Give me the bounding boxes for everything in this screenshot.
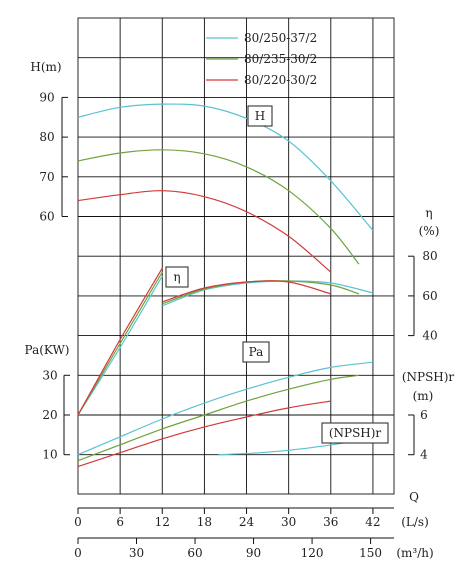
h-tick-label: 80 [39,130,54,144]
pa-axis-label: Pa(KW) [25,343,70,357]
npsh-tick-label: 4 [420,448,428,462]
legend-entry: 80/250-37/2 [244,31,317,45]
eta-axis-unit: (%) [419,224,440,238]
legend-entry: 80/235-30/2 [244,52,317,66]
labels: H(m)60708090Pa(KW)102030η(%)406080(NPSH)… [25,31,455,560]
eta-box-label: η [173,270,180,284]
curve-Pa-80/220-30/2 [77,400,331,468]
x-tick-label: 6 [116,515,124,529]
eta-box-label-box [165,266,189,288]
x2-tick-label: 60 [187,546,202,560]
x2-tick-label: 0 [74,546,82,560]
x2-tick-label: 150 [359,546,382,560]
pa-box-label-box [242,341,270,363]
h-axis-label: H(m) [30,60,61,74]
npsh-box-label: (NPSH)r [329,426,382,440]
curve-H-80/250-37/2 [77,103,374,231]
curve-Pa-80/250-37/2 [77,361,373,456]
npsh-axis-label: (NPSH)r [402,370,455,384]
x-axis-label: Q [409,490,419,504]
x-tick-label: 30 [281,515,296,529]
x-tick-label: 18 [197,515,212,529]
eta-tick-label: 80 [422,249,437,263]
h-box-label-box [247,105,273,127]
h-tick-label: 70 [39,170,54,184]
legend-entry: 80/220-30/2 [244,73,317,87]
pa-tick-label: 20 [42,408,57,422]
curve-eta-80/220-30/2 [162,280,331,303]
eta-tick-label: 40 [422,329,437,343]
x-tick-label: 24 [239,515,255,529]
eta-tick-label: 60 [422,289,437,303]
x-tick-label: 36 [323,515,338,529]
curve-eta-80/235-30/2 [162,280,360,305]
npsh-box-label-box [321,422,389,444]
x2-tick-label: 120 [301,546,324,560]
grid [77,17,395,495]
npsh-axis-unit: (m) [413,389,434,403]
x-tick-label: 0 [74,515,82,529]
axes [61,96,415,544]
x2-tick-label: 90 [246,546,261,560]
eta-axis-label: η [425,206,432,220]
x-tick-label: 12 [155,515,170,529]
curve-H-80/235-30/2 [77,149,360,265]
npsh-tick-label: 6 [420,408,428,422]
curve-eta-start-80/220-30/2 [77,267,163,416]
h-box-label: H [255,109,265,123]
curves [77,103,374,468]
x-tick-label: 42 [365,515,380,529]
pa-tick-label: 30 [42,368,57,382]
curve-eta-80/250-37/2 [162,280,374,307]
x2-axis-unit: (m³/h) [396,546,433,560]
curve-Pa-80/235-30/2 [77,374,359,462]
pa-box-label: Pa [249,345,264,359]
x-axis-unit: (L/s) [401,515,429,529]
pa-tick-label: 10 [42,448,57,462]
x2-tick-label: 30 [129,546,144,560]
curve-H-80/220-30/2 [77,190,332,273]
h-tick-label: 60 [39,210,54,224]
h-tick-label: 90 [39,90,54,104]
